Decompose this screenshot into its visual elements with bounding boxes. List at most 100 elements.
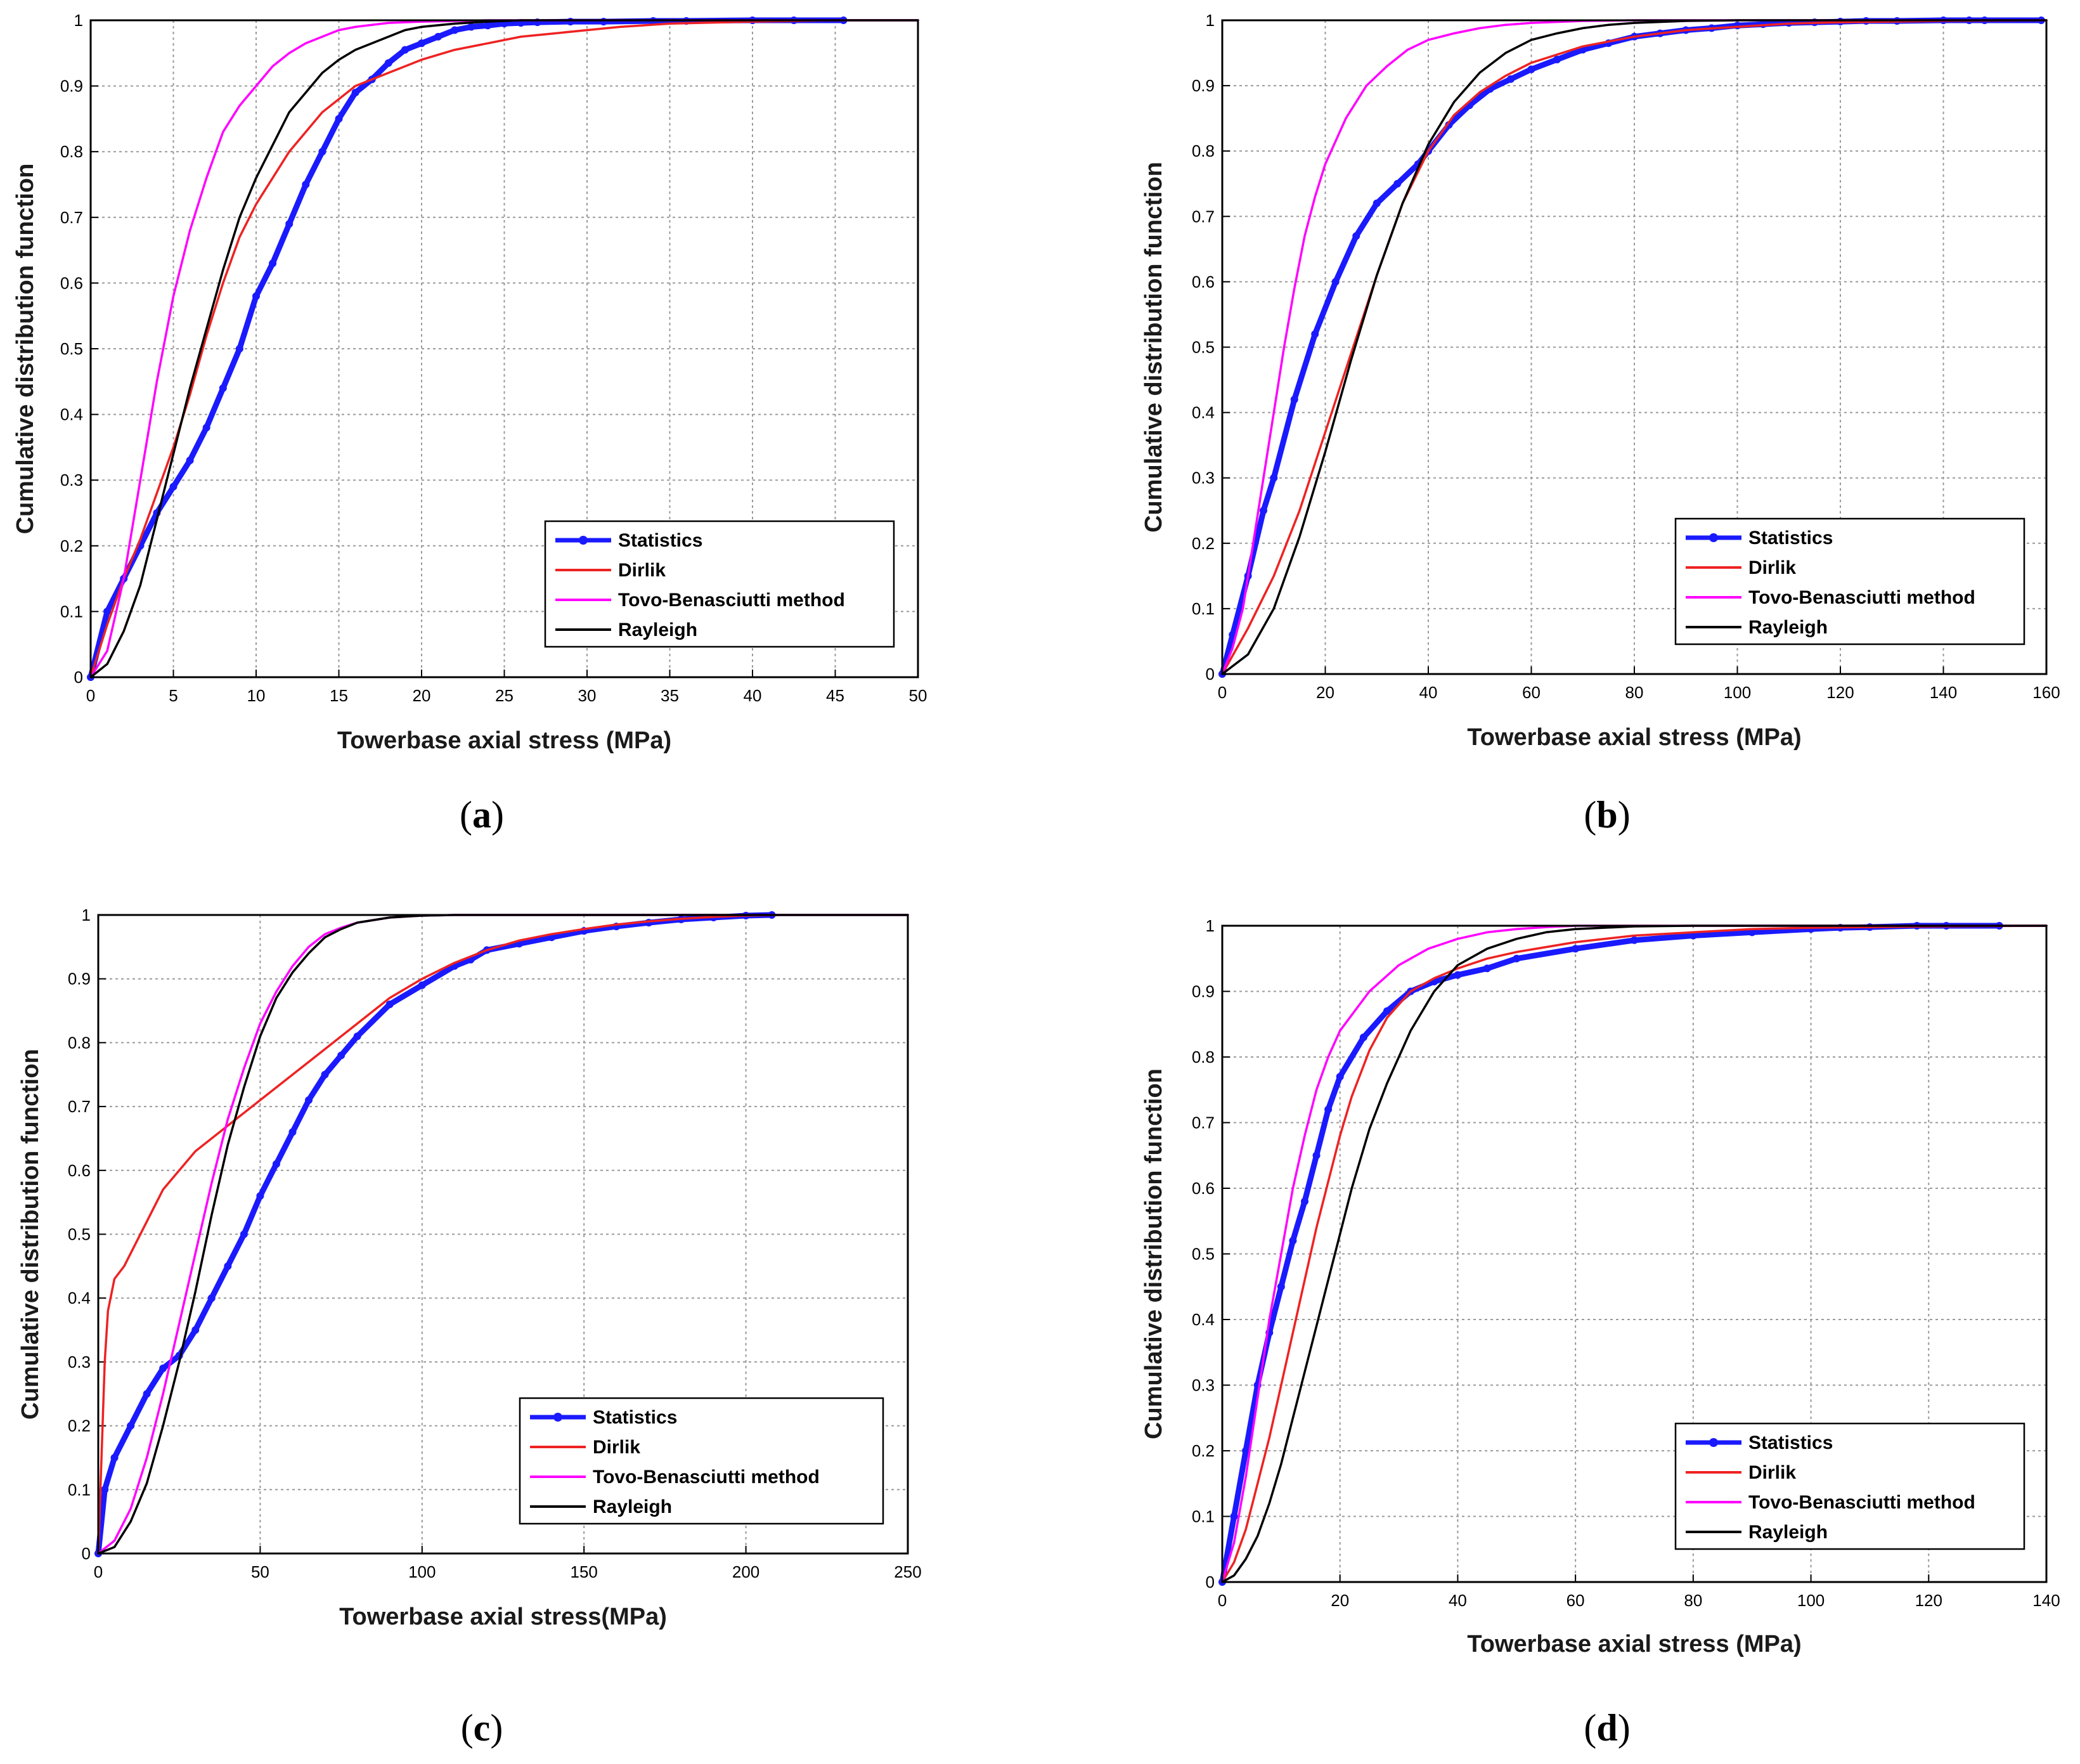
legend-label-d-0: Statistics <box>1748 1432 1833 1453</box>
data-point-a-24 <box>484 22 492 30</box>
data-point-a-11 <box>269 259 277 268</box>
panel-label-d-text: d <box>1596 1707 1617 1749</box>
x-tick-label-c-4: 200 <box>732 1562 759 1581</box>
y-tick-label-c-2: 0.2 <box>68 1417 91 1436</box>
legend-label-b-3: Rayleigh <box>1748 617 1828 638</box>
legend-marker-a <box>579 536 588 545</box>
y-tick-label-a-7: 0.7 <box>60 208 83 227</box>
series-line-b-1 <box>1221 19 2048 675</box>
data-point-c-16 <box>337 1051 346 1060</box>
y-tick-label-b-5: 0.5 <box>1192 338 1215 357</box>
panel-label-b-text: b <box>1596 794 1617 836</box>
data-point-c-12 <box>272 1160 280 1168</box>
y-tick-label-c-7: 0.7 <box>68 1097 91 1116</box>
y-tick-label-a-4: 0.4 <box>60 405 83 424</box>
y-tick-label-c-4: 0.4 <box>68 1288 91 1307</box>
x-tick-label-b-0: 0 <box>1218 683 1227 702</box>
grid-a <box>91 20 918 677</box>
x-tick-label-a-4: 20 <box>413 686 431 705</box>
data-point-d-21 <box>1748 928 1756 937</box>
data-point-a-14 <box>318 148 326 156</box>
y-tick-label-b-1: 0.1 <box>1192 599 1215 618</box>
data-point-c-4 <box>143 1390 151 1398</box>
legend-label-c-3: Rayleigh <box>593 1496 672 1517</box>
chart-panel-c: 0 50 100 150 200 250 0 0.1 0.2 0.3 0.4 0.5 0.6 0.7 0.8… <box>17 905 922 1630</box>
legend-label-c-2: Tovo-Benasciutti method <box>593 1467 820 1488</box>
data-point-b-25 <box>1733 22 1741 30</box>
y-tick-label-c-3: 0.3 <box>68 1352 91 1372</box>
data-point-d-12 <box>1383 1007 1391 1015</box>
data-point-a-10 <box>252 292 260 301</box>
y-tick-label-b-8: 0.8 <box>1192 141 1215 160</box>
series-line-c-3 <box>97 914 909 1555</box>
y-axis-label-d: Cumulative distribution function <box>1140 1068 1167 1439</box>
x-tick-label-a-10: 50 <box>909 686 927 705</box>
y-tick-label-a-10: 1 <box>74 11 83 30</box>
series-line-c-1 <box>97 914 780 1555</box>
axes-frame-d <box>1221 924 2048 1583</box>
x-tick-label-d-3: 60 <box>1566 1591 1585 1610</box>
data-point-b-10 <box>1393 179 1402 188</box>
y-tick-label-a-3: 0.3 <box>60 470 83 490</box>
legend-label-a-2: Tovo-Benasciutti method <box>618 590 845 611</box>
data-point-a-12 <box>285 220 294 228</box>
data-point-c-9 <box>224 1262 232 1270</box>
legend-marker-d <box>1709 1438 1718 1447</box>
x-tick-label-d-6: 120 <box>1915 1591 1942 1610</box>
y-tick-label-b-7: 0.7 <box>1192 207 1215 226</box>
x-tick-label-c-2: 100 <box>408 1562 436 1581</box>
y-tick-label-b-6: 0.6 <box>1192 272 1215 291</box>
y-tick-label-b-3: 0.3 <box>1192 469 1215 488</box>
legend-label-c-0: Statistics <box>593 1407 677 1428</box>
y-tick-label-c-5: 0.5 <box>68 1225 91 1244</box>
panel-label-c: (c) <box>461 1707 503 1749</box>
series-line-b-2 <box>1221 19 2048 675</box>
legend-label-d-3: Rayleigh <box>1748 1522 1828 1543</box>
data-point-a-16 <box>351 88 359 96</box>
y-tick-label-c-9: 0.9 <box>68 970 91 989</box>
y-tick-label-c-10: 1 <box>82 905 91 924</box>
data-point-d-20 <box>1689 931 1697 940</box>
y-tick-label-d-9: 0.9 <box>1192 982 1215 1001</box>
series-line-a-1 <box>89 19 919 678</box>
x-tick-label-b-8: 160 <box>2032 683 2060 702</box>
data-point-d-1 <box>1230 1512 1238 1521</box>
y-tick-label-b-10: 1 <box>1206 11 1215 30</box>
data-point-b-5 <box>1290 395 1298 403</box>
data-point-a-23 <box>467 23 475 31</box>
x-tick-label-b-3: 60 <box>1522 683 1541 702</box>
y-tick-label-a-1: 0.1 <box>60 602 83 621</box>
y-tick-label-d-0: 0 <box>1206 1573 1215 1592</box>
x-tick-label-d-1: 20 <box>1331 1591 1349 1610</box>
data-point-d-11 <box>1359 1033 1367 1041</box>
y-tick-label-c-0: 0 <box>82 1544 91 1563</box>
series-line-a-3 <box>89 19 919 678</box>
x-tick-label-a-0: 0 <box>86 686 95 705</box>
data-point-b-18 <box>1553 55 1561 63</box>
legend-label-b-1: Dirlik <box>1748 557 1796 578</box>
data-point-a-15 <box>335 115 343 123</box>
x-tick-label-c-1: 50 <box>251 1562 269 1581</box>
data-point-d-7 <box>1301 1197 1308 1205</box>
data-point-d-16 <box>1483 964 1491 973</box>
series-line-d-3 <box>1221 924 2048 1583</box>
data-point-d-15 <box>1454 971 1462 979</box>
y-tick-label-d-4: 0.4 <box>1192 1310 1215 1329</box>
y-tick-label-d-8: 0.8 <box>1192 1047 1215 1067</box>
y-tick-label-b-4: 0.4 <box>1192 403 1215 422</box>
panel-label-d: (d) <box>1584 1707 1630 1749</box>
data-point-d-18 <box>1572 945 1580 953</box>
data-point-c-3 <box>127 1422 135 1430</box>
chart-panel-a: 0 5 10 15 20 25 30 35 40 45 50 0 0.1 0.2 0.3 0.4 0.5 0.6 0… <box>12 11 927 754</box>
y-tick-label-a-8: 0.8 <box>60 142 83 161</box>
x-tick-label-a-5: 25 <box>495 686 514 705</box>
data-point-c-17 <box>353 1032 361 1041</box>
x-axis-label-b: Towerbase axial stress (MPa) <box>1467 724 1801 751</box>
series-line-d-1 <box>1221 924 2048 1583</box>
data-point-a-13 <box>302 181 310 188</box>
panel-label-a-text: a <box>472 794 491 836</box>
y-tick-label-b-9: 0.9 <box>1192 76 1215 95</box>
x-tick-label-b-7: 140 <box>1930 683 1957 702</box>
y-tick-label-d-10: 1 <box>1206 916 1215 935</box>
